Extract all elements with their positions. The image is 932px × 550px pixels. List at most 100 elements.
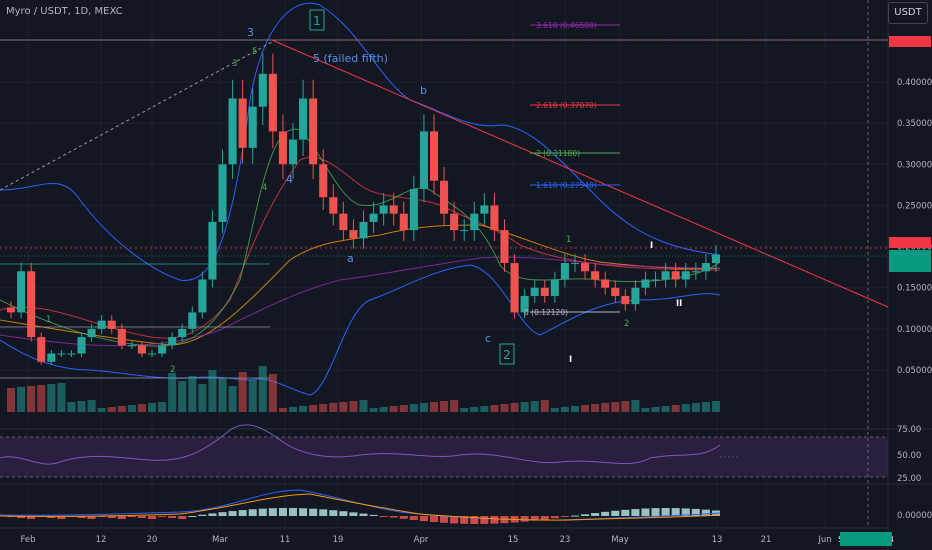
macd-bar xyxy=(440,516,449,523)
currency-unit-button[interactable]: USDT xyxy=(888,2,928,24)
candle-body xyxy=(500,230,509,264)
volume-bar xyxy=(57,383,66,412)
volume-bar xyxy=(570,406,580,412)
candle-body xyxy=(429,131,439,181)
bb-lower xyxy=(0,264,721,396)
rsi-band xyxy=(0,437,888,477)
time-tick-label: Mar xyxy=(212,535,229,545)
volume-bar xyxy=(67,402,76,412)
volume-bar xyxy=(419,403,428,412)
wave-label-green: 1 xyxy=(566,235,571,245)
downtrend-line xyxy=(271,39,889,308)
volume-bar xyxy=(530,401,539,412)
candle-body xyxy=(510,263,519,313)
volume-bar xyxy=(450,400,459,412)
volume-bar xyxy=(258,366,267,412)
time-tick-label: May xyxy=(611,535,629,545)
price-tick-label: 0.25000 xyxy=(897,201,932,211)
wave-label: c xyxy=(485,332,491,345)
macd-bar xyxy=(77,516,86,518)
wave-box xyxy=(499,343,515,365)
volume-bar xyxy=(77,401,86,412)
candle-body xyxy=(77,337,86,354)
candle-body xyxy=(329,197,338,214)
macd-bar xyxy=(641,508,650,516)
candle-body xyxy=(268,73,277,132)
candle-body xyxy=(47,353,56,362)
macd-bar xyxy=(591,513,600,516)
wave-label: 5 (failed fifth) xyxy=(313,52,388,65)
macd-bar xyxy=(47,516,56,518)
candle-body xyxy=(691,271,700,273)
macd-bar xyxy=(137,516,146,518)
price-tick-label: 0.35000 xyxy=(897,119,932,129)
candle-body xyxy=(581,263,590,272)
rsi-tick-label: 50.00 xyxy=(897,451,921,461)
candle-body xyxy=(117,328,126,346)
volume-bar xyxy=(651,407,660,412)
candle-body xyxy=(440,180,449,214)
volume-bar xyxy=(278,408,287,412)
macd-bar xyxy=(480,516,489,524)
volume-bar xyxy=(288,407,298,412)
macd-bar xyxy=(329,510,338,516)
volume-bar xyxy=(299,406,308,412)
volume-bar xyxy=(17,387,26,412)
macd-bar xyxy=(17,516,26,518)
volume-bar xyxy=(470,407,479,412)
rsi-tick-label: 25.00 xyxy=(897,474,921,484)
wave-label-green: 3 xyxy=(232,59,237,69)
macd-bar xyxy=(258,508,267,516)
volume-bar xyxy=(591,404,600,412)
fib-level-label: 0 (0.12120) xyxy=(524,308,568,317)
candle-body xyxy=(399,213,408,231)
price-badge xyxy=(889,261,931,272)
macd-bar xyxy=(379,516,388,517)
macd-bar xyxy=(228,511,237,516)
volume-bar xyxy=(107,407,116,412)
wave-label-green: 2 xyxy=(624,319,629,329)
roman-label: I xyxy=(650,241,653,251)
volume-bar xyxy=(581,405,590,412)
candle-body xyxy=(379,205,388,214)
price-tick-label: 0.30000 xyxy=(897,160,932,170)
candle-body xyxy=(359,221,368,239)
volume-bar xyxy=(137,404,146,412)
candle-body xyxy=(147,353,157,355)
macd-bar xyxy=(550,516,559,519)
volume-bar xyxy=(47,384,56,412)
macd-bar xyxy=(409,516,418,521)
volume-bars xyxy=(7,366,720,412)
macd-bar xyxy=(530,516,539,521)
rsi-tick-label: 75.00 xyxy=(897,425,921,435)
time-tick-label: 13 xyxy=(712,535,723,545)
candle-body xyxy=(208,221,217,280)
volume-bar xyxy=(661,406,670,412)
volume-bar xyxy=(37,385,46,412)
macd-bar xyxy=(198,514,207,516)
wave-label-green: 4 xyxy=(262,183,267,193)
volume-bar xyxy=(248,380,257,412)
volume-bar xyxy=(147,403,157,412)
time-tick-label: 15 xyxy=(508,535,519,545)
candle-body xyxy=(27,271,36,338)
bb-upper xyxy=(0,2,721,281)
macd-bar xyxy=(601,511,610,516)
time-tick-label: Apr xyxy=(414,535,429,545)
volume-bar xyxy=(510,403,519,412)
volume-bar xyxy=(208,370,217,412)
candle-body xyxy=(701,263,710,272)
volume-bar xyxy=(540,400,549,412)
volume-bar xyxy=(621,401,630,412)
macd-bar xyxy=(540,516,549,520)
macd-bar xyxy=(661,508,670,516)
macd-bar xyxy=(389,516,398,518)
candle-body xyxy=(57,353,66,355)
candle-body xyxy=(681,271,690,280)
time-tick-label: 19 xyxy=(333,535,344,545)
volume-bar xyxy=(389,406,398,412)
volume-bar xyxy=(440,401,449,412)
macd-bar xyxy=(117,516,126,519)
wave-label-green: 2 xyxy=(170,365,175,375)
